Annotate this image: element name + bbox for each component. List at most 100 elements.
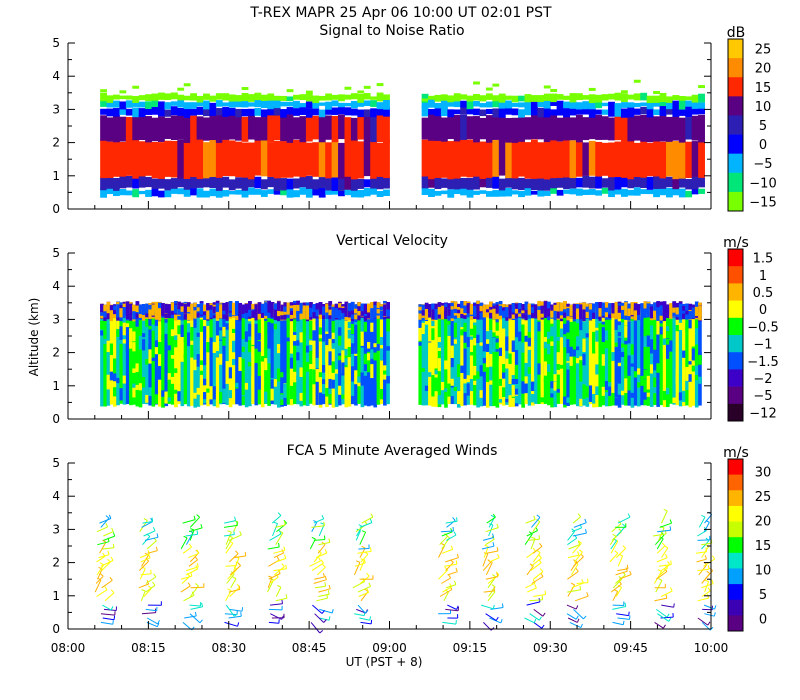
wind-barb <box>652 533 667 537</box>
heatmap-cell <box>350 301 355 322</box>
wind-barb <box>486 550 499 554</box>
heatmap-cell <box>196 307 201 312</box>
heatmap-cell <box>460 308 464 406</box>
heatmap-cell <box>530 114 538 140</box>
heatmap-cell <box>103 338 107 345</box>
heatmap-cell <box>344 317 349 321</box>
heatmap-cell <box>444 310 448 317</box>
heatmap-cell <box>434 370 439 375</box>
heatmap-cell <box>698 188 705 194</box>
wind-barb-flag <box>143 517 148 522</box>
heatmap-cell <box>428 356 432 361</box>
wind-barb <box>141 554 149 567</box>
heatmap-cell <box>132 85 140 89</box>
wind-barb-flag <box>102 539 107 543</box>
heatmap-cell <box>524 178 532 189</box>
heatmap-cell <box>469 335 474 340</box>
heatmap-cell <box>633 93 641 101</box>
heatmap-cell <box>511 340 516 352</box>
wind-barb <box>573 556 584 567</box>
heatmap-cell <box>524 383 529 394</box>
heatmap-cell <box>193 311 198 319</box>
heatmap-cell <box>485 87 493 91</box>
heatmap-cell <box>505 117 513 143</box>
heatmap-cell <box>698 310 702 317</box>
colorbar-swatch <box>728 584 743 601</box>
heatmap-cell <box>305 142 313 176</box>
heatmap-cell <box>331 94 339 100</box>
wind-barb <box>357 550 372 554</box>
heatmap-cell <box>260 179 268 190</box>
colorbar-swatch <box>728 521 743 538</box>
heatmap-cell <box>698 85 705 89</box>
wind-barb <box>223 524 238 528</box>
heatmap-cell <box>691 365 696 372</box>
heatmap-cell <box>386 308 390 405</box>
wind-barb-flag <box>283 519 287 524</box>
heatmap-cell <box>318 95 326 101</box>
heatmap-cell <box>344 348 349 356</box>
wind-barb-flag <box>156 622 160 627</box>
wind-barb-flag <box>492 604 495 609</box>
heatmap-cell <box>453 178 461 190</box>
heatmap-cell <box>678 105 686 116</box>
heatmap-cell <box>498 93 506 103</box>
heatmap-cell <box>145 116 152 143</box>
heatmap-cell <box>254 92 262 101</box>
heatmap-cell <box>624 308 628 406</box>
heatmap-cell <box>260 139 268 177</box>
heatmap-cell <box>437 395 442 405</box>
heatmap-cell <box>203 108 210 117</box>
heatmap-cell <box>318 392 323 405</box>
heatmap-cell <box>659 301 664 308</box>
heatmap-cell <box>145 101 152 109</box>
heatmap-cell <box>125 343 130 352</box>
heatmap-cell <box>286 372 291 387</box>
heatmap-cell <box>665 107 673 115</box>
wind-barb <box>617 568 629 572</box>
heatmap-cell <box>357 141 365 179</box>
heatmap-cell <box>257 315 262 320</box>
heatmap-cell <box>553 310 558 318</box>
wind-barb-flag <box>110 589 115 594</box>
wind-barb-flag <box>541 624 545 629</box>
heatmap-cell <box>106 340 111 353</box>
heatmap-cell <box>186 302 191 313</box>
heatmap-cell <box>180 335 185 351</box>
heatmap-cell <box>640 309 644 406</box>
wind-barb <box>188 527 203 533</box>
heatmap-cell <box>209 325 214 338</box>
colorbar-label: −1 <box>753 338 772 353</box>
wind-barb <box>104 592 115 602</box>
heatmap-cell <box>556 141 564 178</box>
wind-barb-flag <box>539 568 544 573</box>
heatmap-cell <box>450 377 455 386</box>
heatmap-cell <box>569 100 577 109</box>
heatmap-cell <box>453 366 458 372</box>
heatmap-cell <box>260 94 268 101</box>
heatmap-cell <box>199 379 204 388</box>
wind-barb-flag <box>577 551 580 556</box>
heatmap-cell <box>592 331 596 346</box>
heatmap-cell <box>437 308 442 408</box>
wind-barb-flag <box>707 621 711 626</box>
heatmap-cell <box>595 372 599 382</box>
heatmap-cell <box>466 177 474 190</box>
wind-barb <box>316 597 328 602</box>
heatmap-cell <box>264 308 268 404</box>
heatmap-cell <box>103 349 107 364</box>
heatmap-cell <box>466 95 474 102</box>
heatmap-cell <box>363 371 368 376</box>
heatmap-cell <box>421 310 426 316</box>
heatmap-cell <box>164 140 172 177</box>
heatmap-cell <box>106 307 111 314</box>
heatmap-cell <box>633 303 638 313</box>
heatmap-cell <box>620 309 625 405</box>
heatmap-cell <box>119 302 124 318</box>
heatmap-cell <box>251 303 255 305</box>
wind-barb-flag <box>155 546 158 551</box>
heatmap-cell <box>113 304 117 306</box>
wind-barb-flag <box>199 619 203 624</box>
wind-barb <box>185 568 198 576</box>
heatmap-cell <box>170 106 178 116</box>
